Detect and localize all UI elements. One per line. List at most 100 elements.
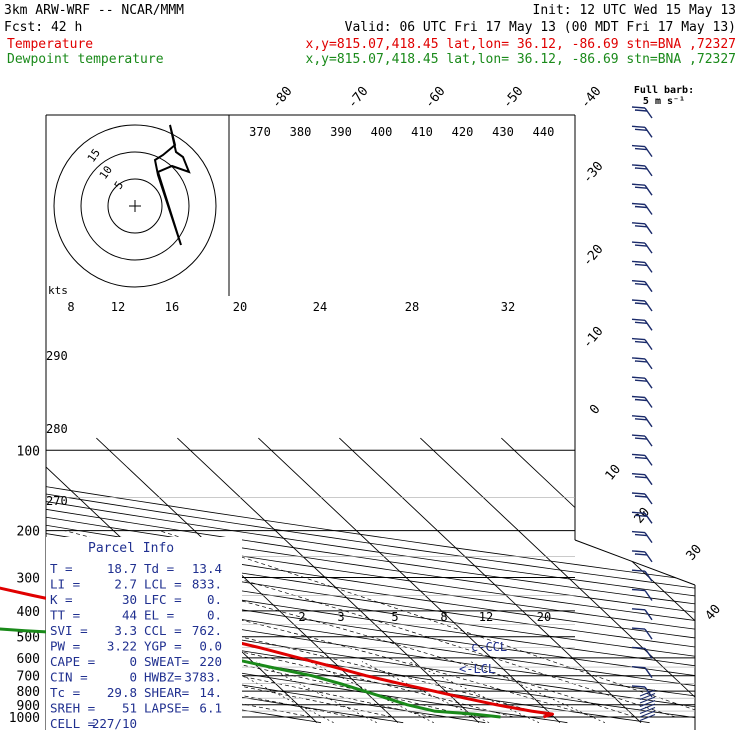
parcel-info-value: 0.0 (199, 639, 222, 654)
wind-barb (639, 692, 656, 701)
parcel-info-value: 44 (122, 608, 137, 623)
mixing-ratio-label: 16 (165, 300, 179, 314)
parcel-info-background (46, 537, 242, 730)
hodograph-ring (53, 124, 217, 288)
parcel-info-value: 30 (122, 592, 137, 607)
mixing-ratio-label: 2 (298, 610, 305, 624)
parcel-info-label: PW = (50, 639, 80, 654)
theta-label: 400 (371, 125, 393, 139)
wind-barb-flag (634, 263, 648, 267)
wind-barb (644, 184, 653, 196)
wind-barb-flag (631, 144, 646, 148)
wind-barb (644, 146, 653, 158)
mixing-ratio-label: 28 (405, 300, 419, 314)
wind-barb (644, 435, 653, 447)
isotherm-label: -70 (345, 84, 372, 112)
wind-barb-flag (631, 530, 646, 534)
pressure-tick-label: 700 (17, 670, 40, 685)
isotherm-label: -80 (269, 84, 296, 112)
wind-barb-flag (631, 222, 646, 225)
parcel-info-label: LAPSE= (144, 701, 189, 716)
right-border-slant (574, 539, 696, 586)
theta-label: 380 (290, 125, 312, 139)
wind-barb-flag (631, 376, 646, 379)
wind-barb-flag (634, 418, 648, 421)
wind-barb (644, 570, 653, 582)
mixing-ratio-line (361, 661, 490, 724)
parcel-info-label: Td = (144, 561, 174, 576)
wind-barb (639, 710, 656, 718)
wind-barb-flag (634, 186, 648, 189)
parcel-info-label: CCL = (144, 623, 182, 638)
pressure-tick-label: 100 (17, 444, 40, 459)
ccl-label: c-CCL (471, 640, 507, 654)
model-title: 3km ARW-WRF -- NCAR/MMM (4, 3, 184, 18)
wind-barb-flag (631, 434, 646, 437)
wind-barb-flag (634, 302, 648, 305)
parcel-info-value: 51 (122, 701, 137, 716)
parcel-info-value: 0. (207, 592, 222, 607)
wind-barb (644, 204, 653, 215)
dry-adiabat-line (46, 449, 695, 724)
wind-barb-flag (634, 533, 648, 537)
theta-label: 410 (411, 125, 433, 139)
wind-barb (644, 261, 653, 273)
wind-barb-flag (631, 646, 646, 650)
pressure-tick-label: 900 (17, 699, 40, 714)
parcel-info-value: 29.8 (107, 685, 137, 700)
parcel-info-label: CAPE = (50, 654, 95, 669)
init-time: Init: 12 UTC Wed 15 May 13 (533, 3, 737, 18)
forecast-hour: Fcst: 42 h (4, 20, 82, 35)
hodograph-ring-label: 15 (85, 146, 103, 164)
dry-adiabat-line (46, 449, 695, 724)
moist-adiabat-line (46, 530, 352, 718)
parcel-info-value: 0. (207, 608, 222, 623)
dry-adiabat-line (46, 449, 695, 724)
wind-barb-flag (634, 495, 648, 498)
wind-barb-flag (631, 492, 646, 495)
isotherm-label: 0 (587, 402, 604, 418)
barb-key-value: 5 m s⁻¹ (643, 96, 685, 107)
wind-barb (644, 281, 653, 293)
mixing-ratio-label: 20 (233, 300, 247, 314)
parcel-info-label: SWEAT= (144, 654, 189, 669)
wind-barb (644, 319, 653, 331)
hodograph-ring (80, 151, 190, 261)
parcel-info-value: 6.1 (199, 701, 222, 716)
wind-barb-flag (631, 183, 646, 186)
mixing-ratio-label: 5 (391, 610, 398, 624)
theta-label: 430 (492, 125, 514, 139)
wind-barb (644, 532, 653, 544)
wind-barb-flag (631, 415, 646, 418)
wind-barb (644, 551, 653, 563)
mixing-ratio-label: 32 (501, 300, 515, 314)
wind-barb (644, 416, 653, 428)
wind-barb-flag (631, 666, 646, 669)
wind-barb (644, 647, 653, 659)
wind-barb-flag (631, 337, 646, 341)
wind-barb-flag (634, 476, 648, 479)
pressure-tick-label: 500 (17, 631, 40, 646)
parcel-info-label: CIN = (50, 670, 88, 685)
hodograph-trace (153, 124, 191, 246)
wind-barb-flag (634, 514, 648, 517)
wind-barb-flag (631, 260, 646, 264)
wind-barb-flag (631, 473, 646, 476)
moist-adiabat-line (158, 530, 695, 718)
wind-barb (644, 628, 653, 640)
lcl-label: <-LCL (459, 662, 495, 676)
isotherm-label: -50 (500, 84, 527, 112)
wind-barb-flag (634, 128, 648, 131)
isotherm-label: 10 (603, 462, 625, 484)
dry-adiabat-line (46, 449, 695, 724)
wind-barb-flag (634, 437, 648, 440)
parcel-info-label: K = (50, 592, 73, 607)
wind-barb (644, 493, 653, 505)
pressure-tick-label: 1000 (9, 711, 40, 726)
dewpoint-legend-info: x,y=815.07,418.45 lat,lon= 36.12, -86.69… (306, 52, 736, 67)
pressure-tick-label: 200 (17, 525, 40, 540)
parcel-info-label: EL = (144, 608, 174, 623)
dewpoint-legend-label: Dewpoint temperature (7, 52, 164, 67)
parcel-info-value: 18.7 (107, 561, 137, 576)
